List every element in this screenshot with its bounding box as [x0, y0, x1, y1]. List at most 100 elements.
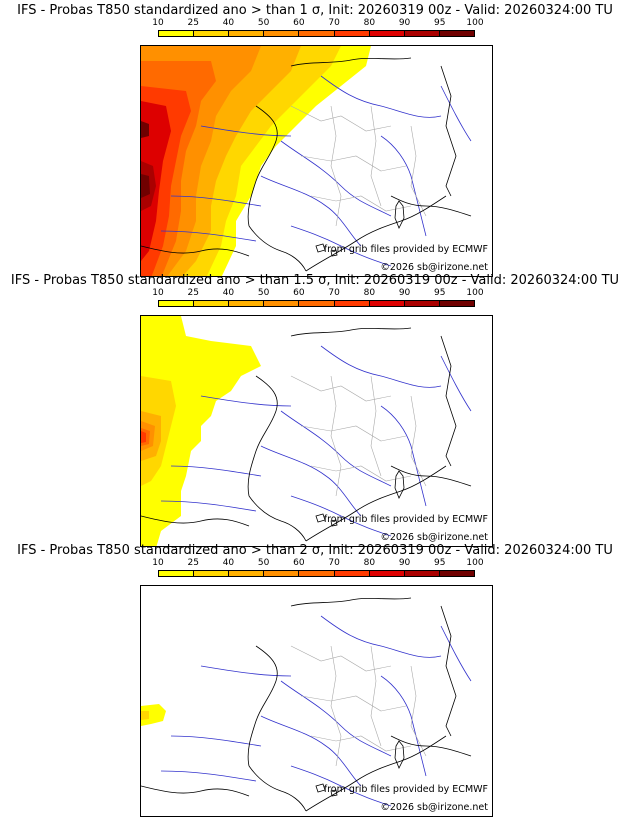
legend-tick-label: 10 — [152, 288, 164, 298]
credit-copyright: ©2026 sb@irizone.net — [380, 802, 488, 813]
legend-tick-label: 40 — [222, 558, 235, 568]
prob-area-95 — [141, 121, 150, 198]
region-borders — [290, 645, 427, 767]
credit-source: from grib files provided by ECMWF — [323, 514, 488, 525]
legend-color-swatch — [404, 31, 440, 36]
corsica-island — [394, 200, 405, 229]
panel-2-sigma: IFS - Probas T850 standardized ano > tha… — [0, 540, 630, 817]
legend-color-swatch — [439, 31, 474, 36]
legend-color-swatch — [194, 31, 230, 36]
legend-tick-label: 95 — [434, 288, 446, 298]
corsica-island — [394, 740, 405, 769]
legend-color-bar — [158, 30, 475, 37]
legend-tick-label: 80 — [363, 558, 376, 568]
panel-1-sigma: IFS - Probas T850 standardized ano > tha… — [0, 0, 630, 277]
legend-tick-label: 25 — [187, 558, 199, 568]
legend-tick-label: 40 — [222, 18, 235, 28]
prob-area-80 — [141, 101, 171, 261]
coastlines — [141, 597, 472, 812]
legend-color-swatch — [404, 301, 440, 306]
legend-color-swatch — [369, 31, 405, 36]
legend-color-swatch — [369, 571, 405, 576]
legend-tick-label: 50 — [257, 288, 270, 298]
legend-tick-label: 40 — [222, 288, 235, 298]
rivers — [160, 345, 472, 537]
map-canvas — [141, 597, 472, 812]
map-canvas — [141, 46, 472, 276]
legend-color-swatch — [299, 571, 335, 576]
legend-tick-label: 80 — [363, 18, 376, 28]
legend-color-swatch — [334, 571, 370, 576]
legend-color-bar — [158, 300, 475, 307]
probability-map: from grib files provided by ECMWF ©2026 … — [140, 315, 493, 547]
legend-color-swatch — [264, 31, 300, 36]
panel-title: IFS - Probas T850 standardized ano > tha… — [10, 273, 620, 288]
color-legend: 10 25 40 50 60 70 80 90 95 100 — [152, 18, 484, 40]
legend-tick-label: 95 — [434, 558, 446, 568]
legend-tick-label: 90 — [398, 288, 411, 298]
legend-tick-label: 25 — [187, 18, 199, 28]
legend-color-swatch — [334, 301, 370, 306]
prob-area-10 — [141, 316, 261, 546]
legend-color-swatch — [194, 571, 230, 576]
balearic-islands — [315, 513, 338, 527]
prob-area-10 — [141, 704, 166, 726]
region-borders — [290, 375, 427, 497]
legend-tick-label: 60 — [293, 18, 305, 28]
balearic-islands — [315, 243, 338, 257]
legend-color-swatch — [229, 301, 265, 306]
legend-tick-label: 95 — [434, 18, 446, 28]
legend-tick-labels: 10 25 40 50 60 70 80 90 95 100 — [152, 288, 483, 298]
legend-tick-label: 100 — [466, 288, 484, 298]
legend-tick-label: 50 — [257, 558, 270, 568]
legend-color-swatch — [299, 31, 335, 36]
legend-tick-label: 50 — [257, 18, 270, 28]
legend-color-swatch — [264, 301, 300, 306]
legend-color-swatch — [334, 31, 370, 36]
legend-tick-labels: 10 25 40 50 60 70 80 90 95 100 — [152, 558, 483, 568]
legend-color-swatch — [439, 301, 474, 306]
legend-color-swatch — [194, 301, 230, 306]
credit-copyright: ©2026 sb@irizone.net — [380, 532, 488, 543]
legend-color-bar — [158, 570, 475, 577]
prob-area-70 — [141, 431, 146, 443]
rivers — [160, 615, 472, 807]
panel-title: IFS - Probas T850 standardized ano > tha… — [17, 3, 613, 18]
legend-color-swatch — [369, 301, 405, 306]
legend-color-swatch — [439, 571, 474, 576]
legend-tick-label: 100 — [466, 558, 484, 568]
legend-tick-label: 70 — [328, 558, 340, 568]
legend-color-swatch — [264, 571, 300, 576]
rivers — [160, 75, 472, 267]
legend-color-swatch — [159, 301, 195, 306]
legend-tick-label: 90 — [398, 18, 411, 28]
legend-tick-label: 10 — [152, 18, 164, 28]
legend-tick-label: 70 — [328, 18, 340, 28]
probability-map: from grib files provided by ECMWF ©2026 … — [140, 45, 493, 277]
probability-map: from grib files provided by ECMWF ©2026 … — [140, 585, 493, 817]
credit-source: from grib files provided by ECMWF — [323, 244, 488, 255]
region-borders — [290, 105, 427, 227]
map-canvas — [141, 316, 472, 546]
legend-color-swatch — [299, 301, 335, 306]
prob-area-25 — [141, 711, 149, 720]
legend-color-swatch — [159, 31, 195, 36]
legend-tick-label: 25 — [187, 288, 199, 298]
color-legend: 10 25 40 50 60 70 80 90 95 100 — [152, 288, 484, 310]
legend-tick-label: 80 — [363, 288, 376, 298]
legend-color-swatch — [229, 31, 265, 36]
panel-title: IFS - Probas T850 standardized ano > tha… — [17, 543, 613, 558]
legend-tick-label: 60 — [293, 558, 305, 568]
balearic-islands — [315, 783, 338, 797]
legend-color-swatch — [404, 571, 440, 576]
panel-1-5-sigma: IFS - Probas T850 standardized ano > tha… — [0, 270, 630, 547]
legend-tick-label: 60 — [293, 288, 305, 298]
legend-color-swatch — [229, 571, 265, 576]
legend-tick-labels: 10 25 40 50 60 70 80 90 95 100 — [152, 18, 483, 28]
legend-tick-label: 90 — [398, 558, 411, 568]
legend-color-swatch — [159, 571, 195, 576]
legend-tick-label: 100 — [466, 18, 484, 28]
legend-tick-label: 70 — [328, 288, 340, 298]
color-legend: 10 25 40 50 60 70 80 90 95 100 — [152, 558, 484, 580]
credit-copyright: ©2026 sb@irizone.net — [380, 262, 488, 273]
